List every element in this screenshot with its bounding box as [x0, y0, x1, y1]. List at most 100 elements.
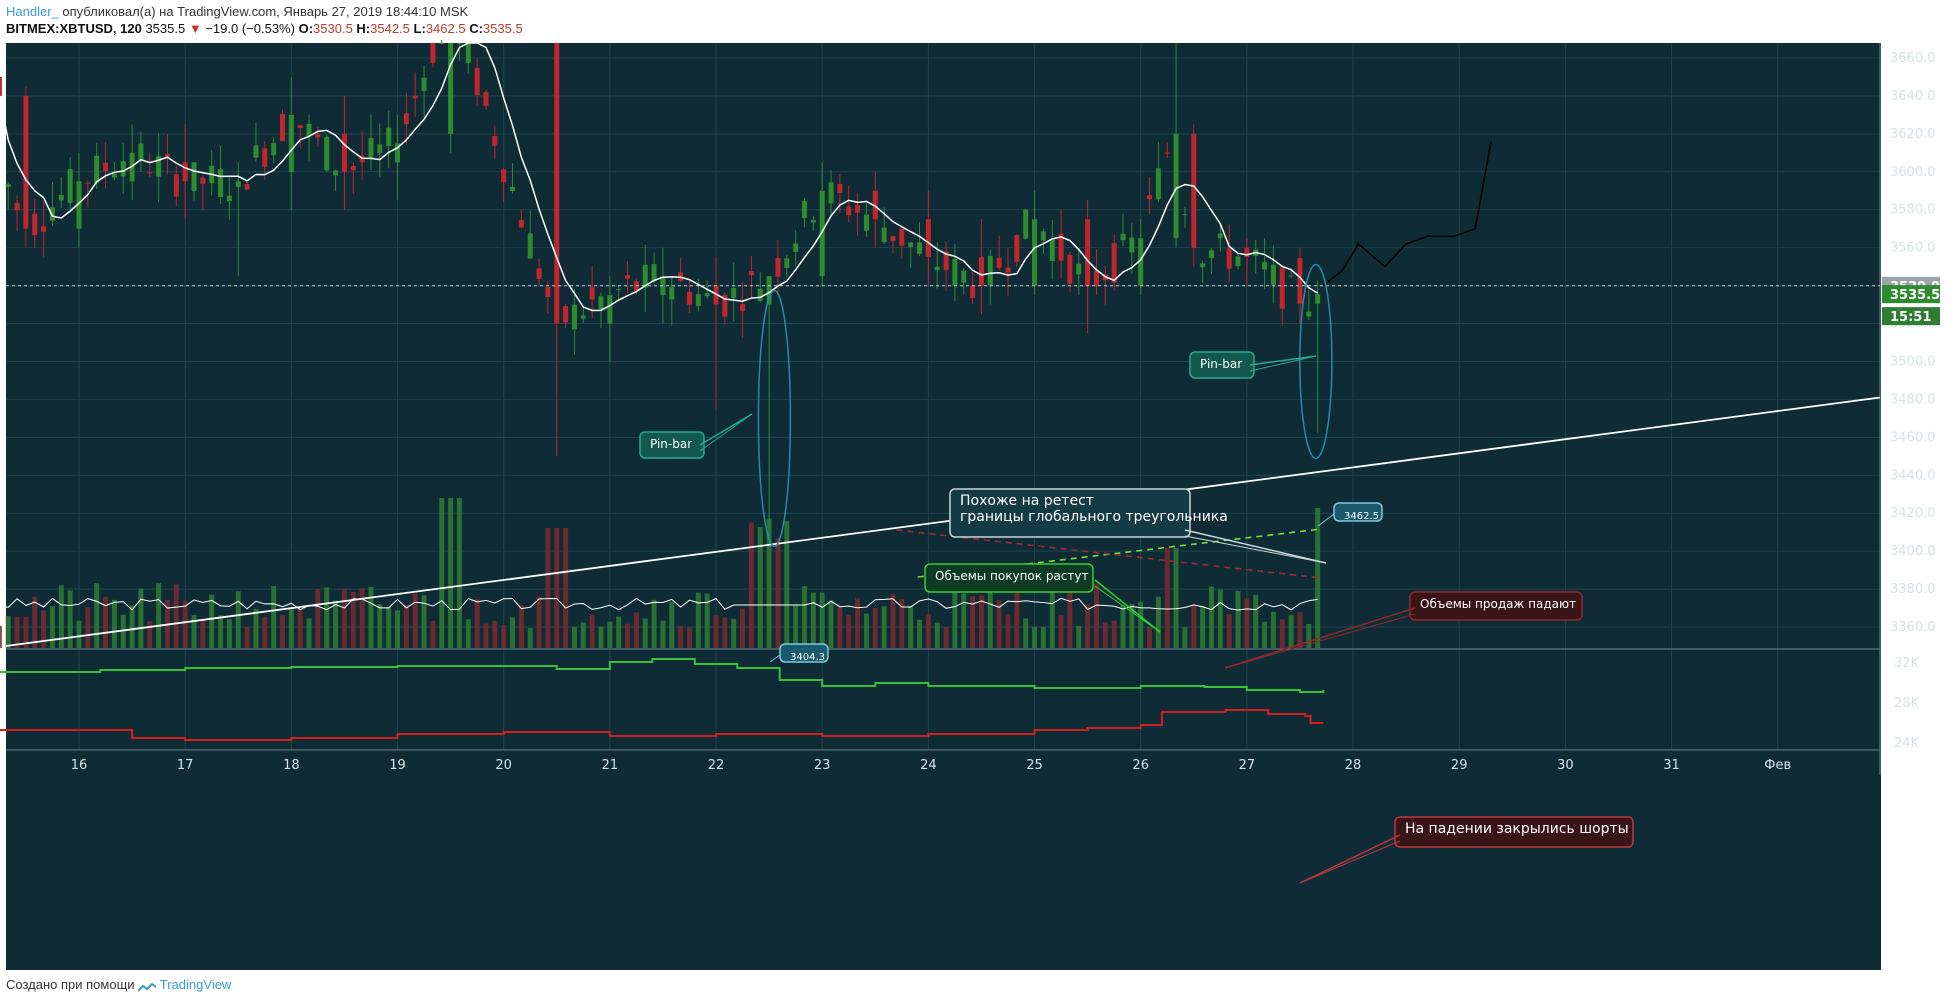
candle-body [580, 315, 586, 319]
time-tick-label: 23 [814, 758, 831, 773]
volume-bar [580, 622, 586, 648]
candle-body [545, 286, 551, 297]
candle-body [970, 285, 976, 298]
candle-body [1058, 233, 1064, 261]
volume-bar [103, 596, 109, 648]
low-label-1[interactable]: 3404.3 [779, 643, 829, 663]
sell-volume-label[interactable]: Объемы продаж падают [1409, 591, 1583, 621]
volume-bar [1226, 613, 1232, 648]
price-chart[interactable]: Pin-bar Pin-bar 3404.3 3462.5 Похоже на рете… [0, 40, 1956, 970]
volume-bar [554, 528, 560, 648]
volume-bar [784, 521, 790, 648]
candle-body [748, 271, 754, 276]
price-tick-label: 3500.0 [1890, 354, 1936, 369]
volume-bar [1147, 627, 1153, 648]
candle-body [1067, 254, 1073, 284]
candle-body [872, 190, 878, 220]
volume-bar [0, 625, 2, 648]
time-tick-label: 31 [1663, 758, 1680, 773]
volume-bar [518, 605, 524, 648]
candle-body [1235, 256, 1241, 267]
candle-body [120, 161, 126, 177]
volume-bar [970, 596, 976, 648]
low-label-2[interactable]: 3462.5 [1333, 502, 1383, 522]
candle-body [527, 233, 533, 259]
candle-body [1014, 234, 1020, 262]
pinbar-label-2-text: Pin-bar [1200, 357, 1242, 371]
volume-bar [908, 605, 914, 648]
time-tick-label: 20 [495, 758, 512, 773]
price-tick-label: 3380.0 [1890, 582, 1936, 597]
volume-bar [85, 607, 91, 648]
volume-bar [359, 588, 365, 648]
candle-body [297, 125, 303, 128]
candle-body [200, 177, 206, 184]
volume-bar [474, 598, 480, 648]
pinbar-label-1[interactable]: Pin-bar [639, 431, 705, 459]
volume-bar [324, 587, 330, 648]
candle-body [669, 287, 675, 300]
time-tick-label: 27 [1239, 758, 1256, 773]
candle-body [1023, 209, 1029, 239]
candle-body [403, 113, 409, 125]
candle-body [1093, 270, 1099, 287]
low-label-2-text: 3462.5 [1344, 511, 1379, 522]
candle-body [571, 304, 577, 330]
volume-bar [1208, 586, 1214, 648]
close-value: 3535.5 [482, 21, 523, 36]
price-axis[interactable]: 3360.0 3380.0 3400.0 3420.0 3440.0 3460.0 3480… [1882, 51, 1940, 751]
volume-bar [881, 606, 887, 648]
volume-bar [209, 594, 215, 648]
candle-body [262, 148, 268, 167]
candle-body [1191, 133, 1197, 248]
volume-bar [465, 619, 471, 648]
candle-body [810, 219, 816, 223]
buy-volume-label-text: Объемы покупок растут [935, 569, 1089, 583]
candle-body [32, 213, 38, 236]
callout-line [1094, 579, 1161, 633]
tradingview-link[interactable]: TradingView [159, 977, 232, 992]
candle-body [1049, 238, 1055, 261]
price-tick-label: 3640.0 [1890, 89, 1936, 104]
shorts-closed-label[interactable]: На падении закрылись шорты [1394, 816, 1634, 848]
high-value: 3542.5 [370, 21, 410, 36]
volume-bar [23, 616, 29, 648]
author-link[interactable]: Handler_ [6, 4, 59, 19]
volume-bar [403, 604, 409, 648]
price-tick-label: 3460.0 [1890, 430, 1936, 445]
candle-body [996, 257, 1002, 268]
time-axis[interactable]: 16 17 18 19 20 21 22 23 24 25 26 27 28 29 30 31 Фев [71, 758, 1791, 773]
candle-body [1217, 233, 1223, 239]
volume-ma-line [0, 597, 1318, 611]
volume-bar [863, 613, 869, 648]
price-tick-label: 3400.0 [1890, 544, 1936, 559]
candle-body [518, 220, 524, 228]
callout-line [1184, 529, 1327, 564]
volume-bar [625, 623, 631, 648]
volume-bar [412, 593, 418, 648]
candle-body [863, 214, 869, 231]
time-tick-label: 29 [1451, 758, 1468, 773]
volume-bar [1120, 604, 1126, 648]
shorts-line [0, 709, 1324, 741]
ohlc-legend: BITMEX:XBTUSD, 120 3535.5 ▼ −19.0 (−0.53… [6, 21, 523, 36]
volume-bar [925, 613, 931, 648]
volume-bar [1085, 604, 1091, 648]
volume-bar [660, 620, 666, 648]
candle-body [103, 162, 109, 172]
candle-body [1244, 247, 1250, 258]
pinbar-label-2[interactable]: Pin-bar [1189, 351, 1255, 379]
candle-body [793, 243, 799, 252]
volume-bar [607, 621, 613, 648]
candle-body [147, 172, 153, 174]
volume-bar [651, 599, 657, 648]
candle-body [386, 127, 392, 147]
candle-body [801, 200, 807, 219]
volume-bar [545, 528, 551, 648]
candle-body [855, 204, 861, 213]
buy-volume-label[interactable]: Объемы покупок растут [924, 563, 1094, 593]
candle-body [1032, 219, 1038, 286]
low-label: L: [413, 21, 426, 36]
volume-bar [341, 588, 347, 648]
